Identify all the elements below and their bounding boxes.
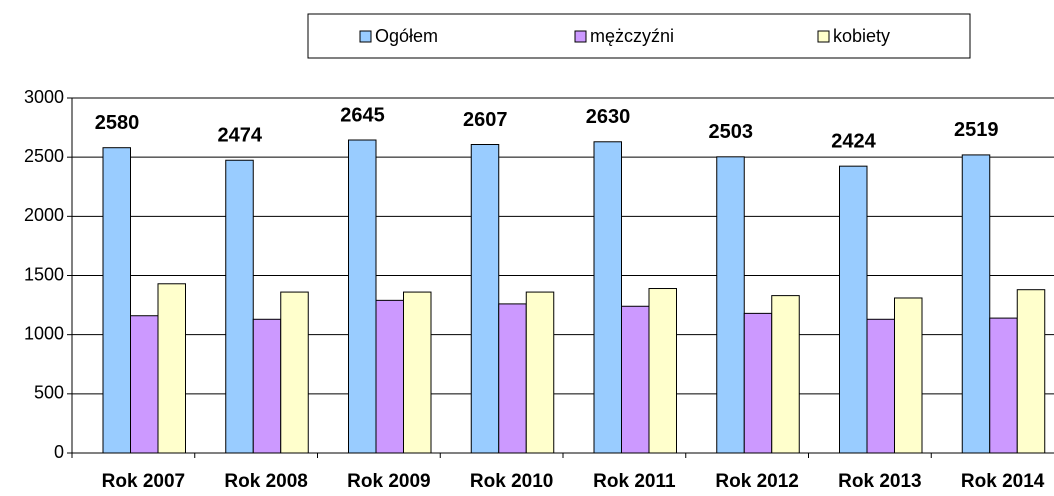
bar [1016,289,1046,454]
x-tick-label: Rok 2013 [838,471,921,492]
data-label: 2503 [709,121,754,143]
legend-swatch [817,30,830,43]
legend-label: mężczyźni [590,26,674,46]
data-label: 2630 [586,106,631,128]
data-label: 2519 [954,119,999,141]
x-tick-label: Rok 2012 [715,471,798,492]
bar [716,156,745,454]
bar [743,312,773,454]
bar [839,165,868,454]
bar [130,315,159,454]
legend-swatch [359,30,372,43]
bar [498,303,527,454]
bar [252,318,282,454]
x-tick-label: Rok 2014 [961,471,1045,492]
y-tick-label: 1000 [24,323,64,343]
bar [866,318,895,454]
data-label: 2424 [831,130,876,152]
bar [621,305,650,454]
legend-label: kobiety [833,26,890,46]
data-label: 2607 [463,109,508,131]
data-label: 2474 [218,125,263,147]
bar [771,295,800,454]
legend-swatch [574,30,587,43]
x-tick-label: Rok 2007 [102,471,185,492]
bar [375,299,404,454]
bar [225,159,254,454]
y-tick-label: 3000 [24,87,64,107]
y-tick-label: 2500 [24,146,64,166]
bar [648,288,677,454]
bar [989,317,1018,454]
bar [525,291,555,454]
legend-label: Ogółem [375,26,438,46]
bar [102,147,131,454]
bar [961,154,991,454]
bar [894,297,923,454]
bar [348,139,377,454]
x-tick-label: Rok 2010 [470,471,553,492]
bar [403,291,432,454]
y-tick-label: 1500 [24,264,64,284]
bar [280,291,309,454]
y-tick-label: 0 [54,442,64,462]
x-tick-label: Rok 2008 [224,471,307,492]
y-tick-label: 500 [34,383,64,403]
legend-box [307,13,971,59]
data-label: 2645 [340,104,385,126]
y-tick-label: 2000 [24,205,64,225]
x-tick-label: Rok 2009 [347,471,430,492]
bar [470,144,500,454]
data-label: 2580 [95,112,140,134]
bar [157,283,186,454]
bar [593,141,622,454]
x-tick-label: Rok 2011 [593,471,676,492]
